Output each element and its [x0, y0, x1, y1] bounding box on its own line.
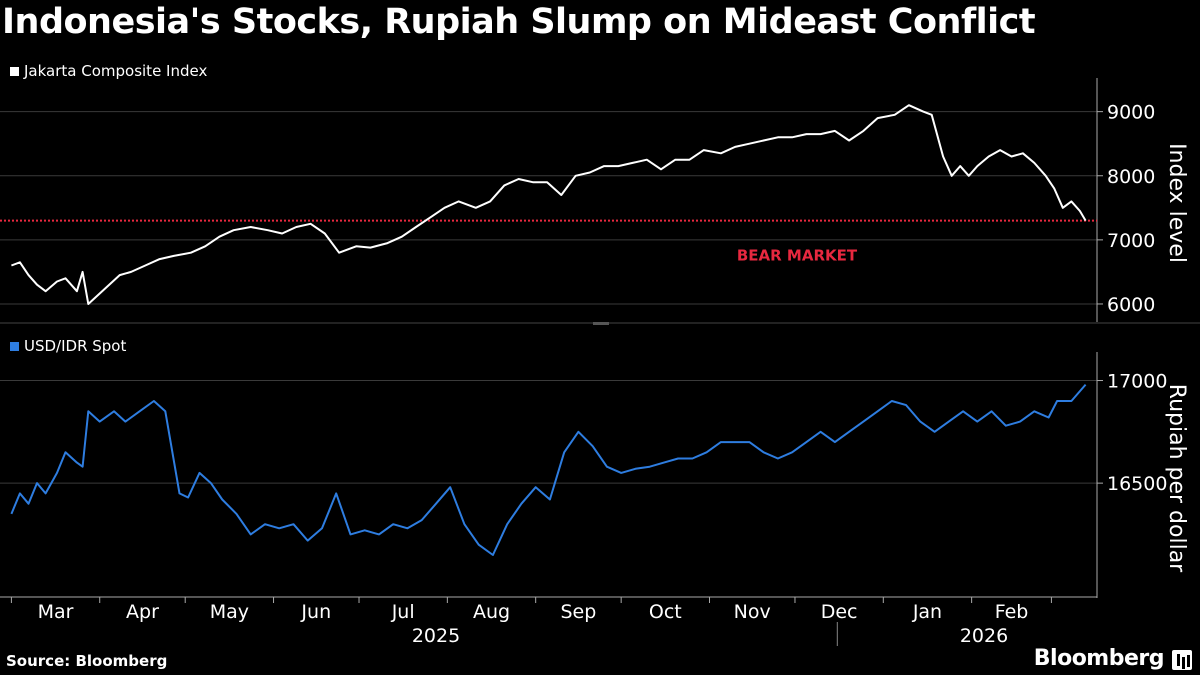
x-month-label: Jul [391, 601, 415, 623]
bloomberg-badge-icon [1172, 650, 1192, 670]
x-month-label: Aug [473, 601, 510, 623]
x-month-label: May [210, 601, 249, 623]
legend-jci-label: Jakarta Composite Index [24, 62, 208, 80]
y-axis-title: Rupiah per dollar [1164, 384, 1189, 573]
x-month-label: Mar [38, 601, 74, 623]
x-month-label: Feb [995, 601, 1029, 623]
x-month-label: Dec [821, 601, 858, 623]
bloomberg-logo: Bloomberg [1033, 646, 1165, 671]
legend-jci-swatch [10, 66, 19, 76]
source-note: Source: Bloomberg [6, 652, 168, 670]
x-year-label: 2025 [412, 625, 460, 647]
y-tick-label: 16500 [1107, 473, 1167, 495]
bear-market-label: BEAR MARKET [737, 247, 858, 265]
x-month-label: Sep [561, 601, 597, 623]
x-month-label: Jan [912, 601, 942, 623]
x-year-label: 2026 [960, 625, 1008, 647]
y-tick-label: 7000 [1107, 230, 1155, 252]
idr-series-line [10, 383, 1087, 556]
x-month-label: Nov [734, 601, 771, 623]
y-axis-title: Index level [1164, 143, 1189, 263]
y-tick-label: 6000 [1107, 294, 1155, 316]
x-month-label: Apr [126, 601, 159, 623]
chart-title: Indonesia's Stocks, Rupiah Slump on Mide… [2, 2, 1036, 42]
jci-series-line [11, 104, 1087, 305]
y-tick-label: 17000 [1107, 371, 1167, 393]
legend-idr: USD/IDR Spot [10, 337, 126, 355]
x-month-label: Oct [649, 601, 682, 623]
y-tick-label: 9000 [1107, 102, 1155, 124]
legend-jci: Jakarta Composite Index [10, 62, 207, 80]
legend-idr-label: USD/IDR Spot [24, 337, 127, 355]
panel-divider-handle [593, 322, 609, 325]
x-month-label: Jun [300, 601, 331, 623]
y-tick-label: 8000 [1107, 166, 1155, 188]
legend-idr-swatch [10, 341, 19, 351]
